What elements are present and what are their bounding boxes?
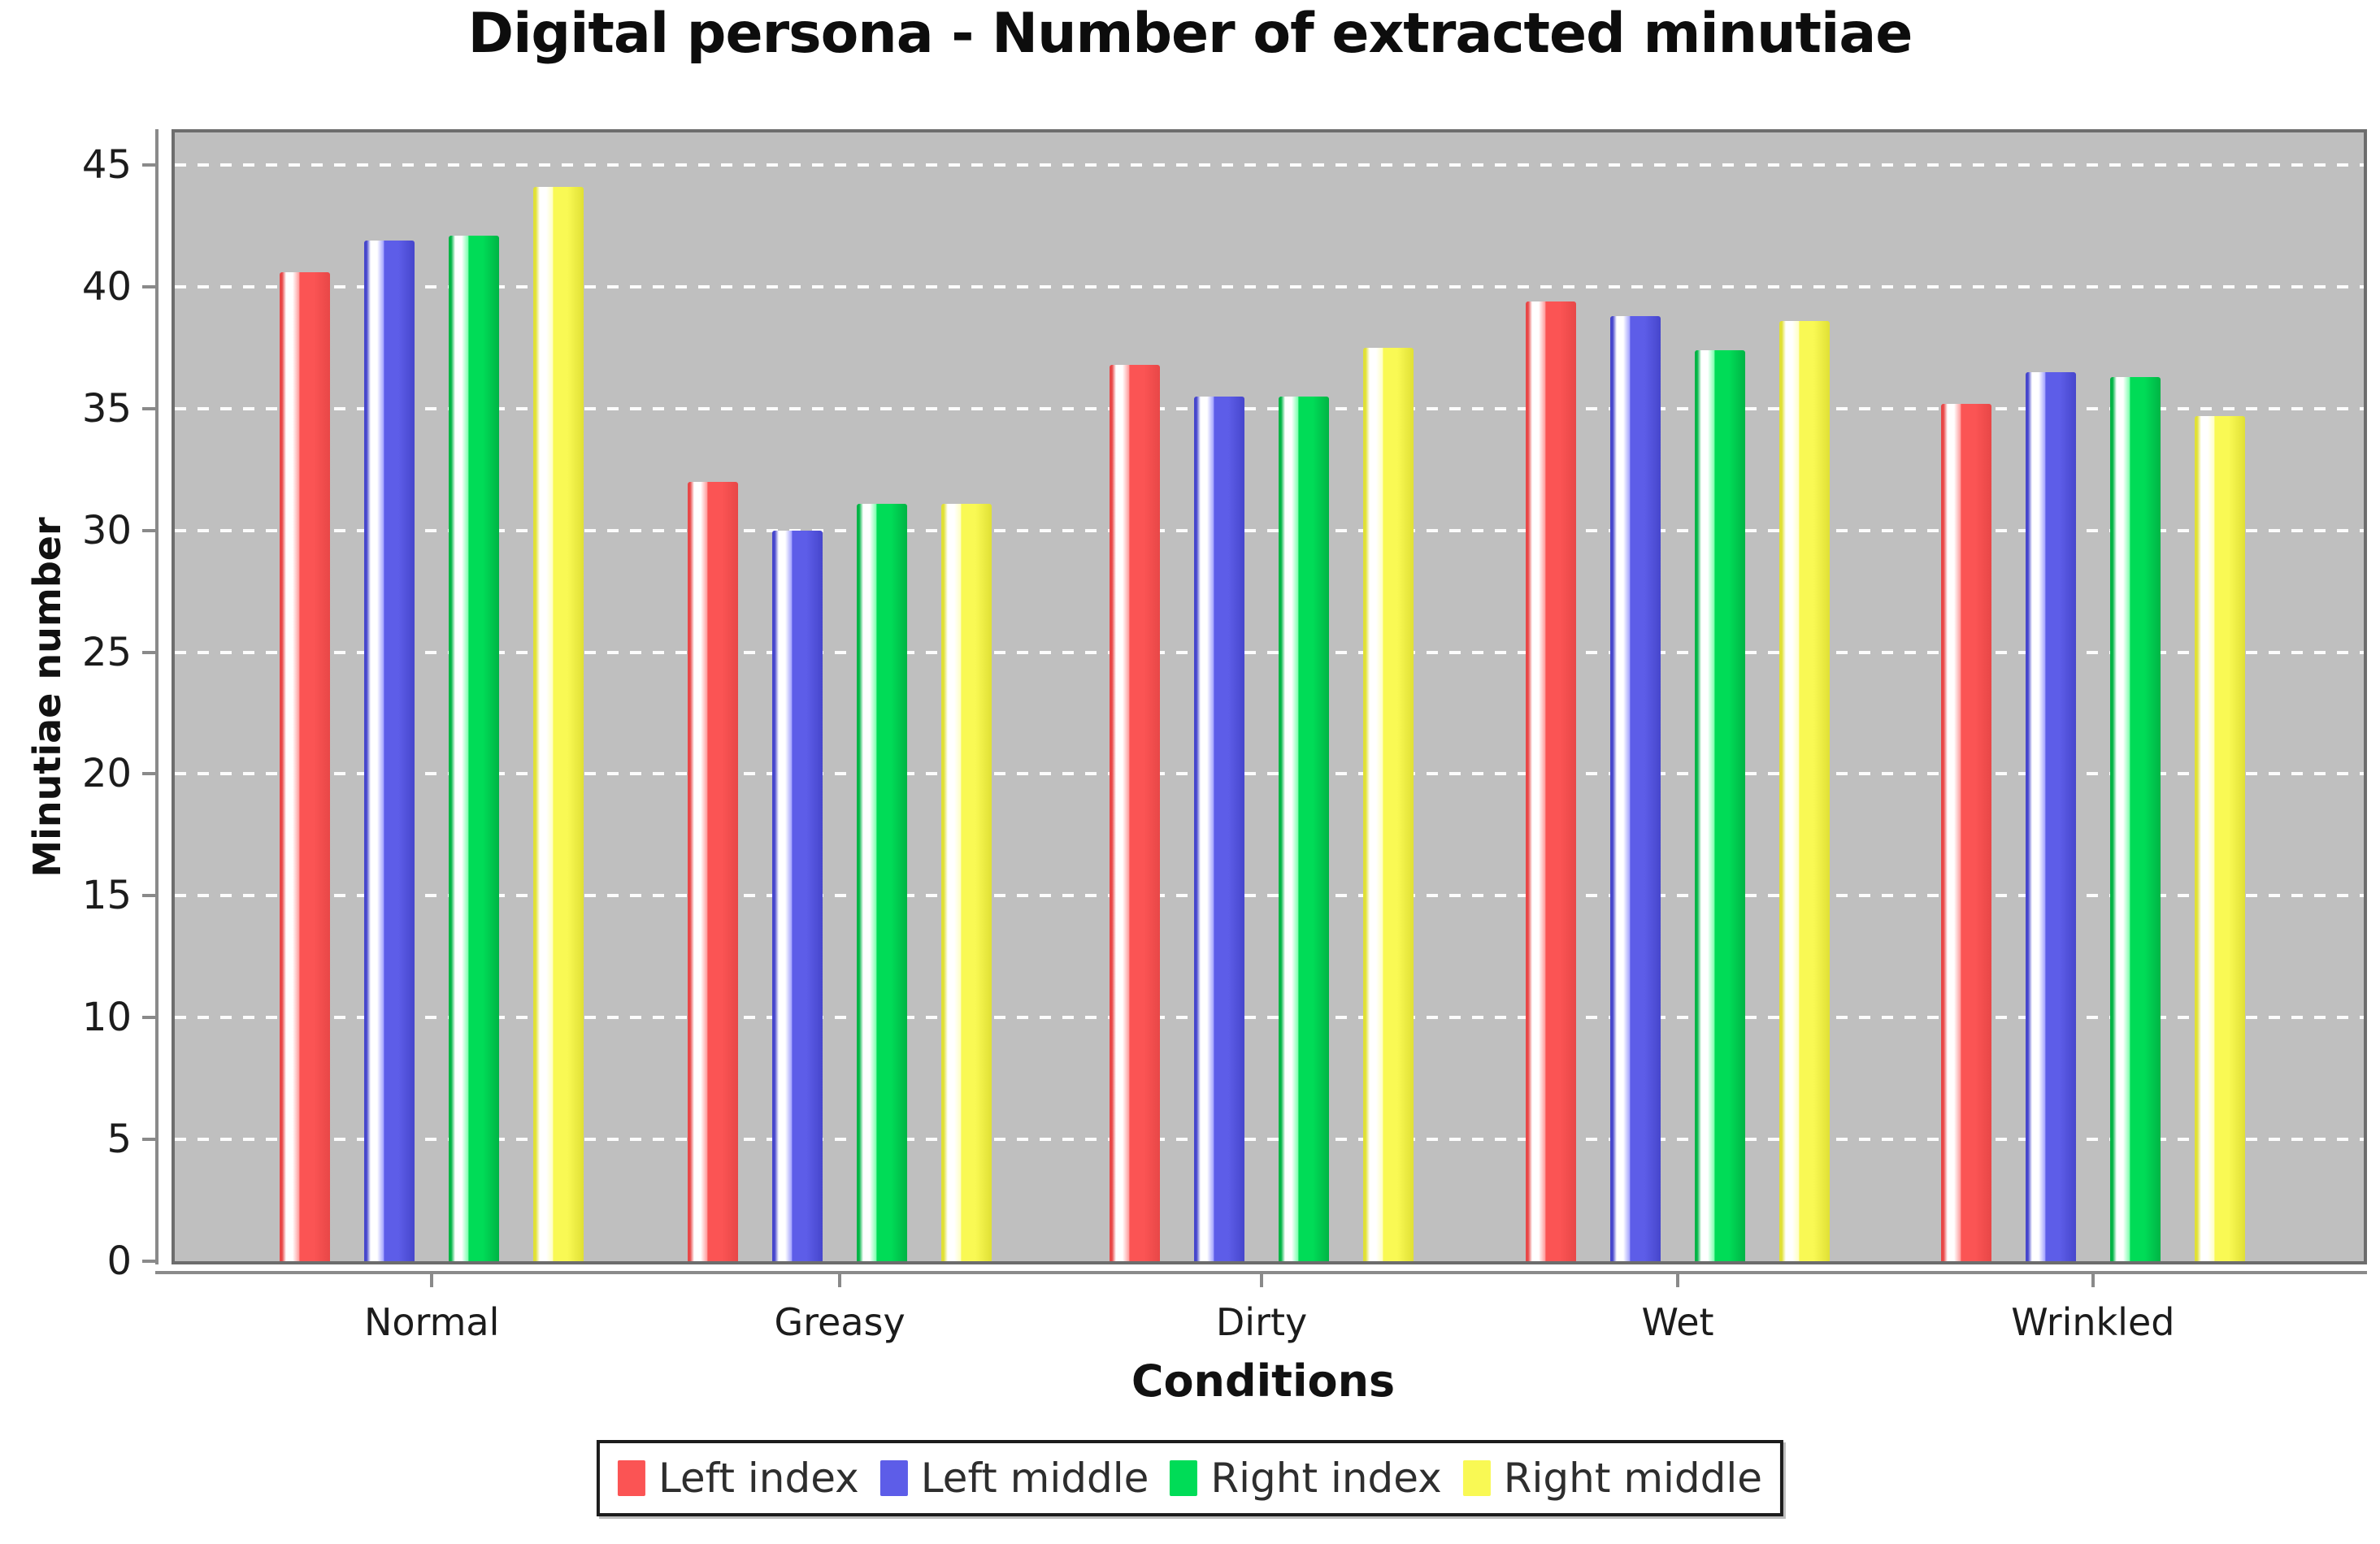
bar-group-dirty <box>1110 348 1414 1261</box>
y-axis-tick <box>142 894 155 898</box>
bar-right-index <box>2109 377 2161 1261</box>
y-axis-tick <box>142 406 155 410</box>
x-axis-tick <box>1260 1274 1264 1287</box>
bar-group-greasy <box>688 482 992 1261</box>
legend-swatch-icon <box>879 1460 908 1496</box>
bar-right-index <box>1279 397 1330 1261</box>
legend-label: Left index <box>658 1455 859 1502</box>
y-axis-tick <box>142 650 155 654</box>
bar-right-middle <box>1363 348 1414 1261</box>
y-axis-tick <box>142 284 155 288</box>
x-tick-label: Normal <box>363 1300 500 1344</box>
legend-swatch-icon <box>1462 1460 1491 1496</box>
gridline-y35 <box>175 406 2364 410</box>
bar-left-middle <box>364 241 415 1261</box>
gridline-y20 <box>175 772 2364 776</box>
gridline-y10 <box>175 1016 2364 1020</box>
x-axis-tick <box>2091 1274 2095 1287</box>
y-tick-label: 15 <box>81 873 132 919</box>
y-axis-line <box>155 129 159 1264</box>
chart-title: Digital persona - Number of extracted mi… <box>467 2 1913 66</box>
legend-label: Right index <box>1210 1455 1442 1502</box>
x-tick-label: Greasy <box>774 1300 906 1344</box>
bar-right-middle <box>533 187 584 1261</box>
gridline-y40 <box>175 284 2364 288</box>
bar-left-index <box>1110 365 1161 1261</box>
legend-label: Left middle <box>920 1455 1149 1502</box>
legend-item-left-index: Left index <box>617 1455 859 1502</box>
x-axis-tick <box>838 1274 842 1287</box>
y-axis-tick <box>142 1260 155 1263</box>
bar-right-middle <box>941 504 992 1261</box>
y-tick-label: 25 <box>81 629 132 675</box>
y-tick-label: 10 <box>81 995 132 1041</box>
bar-left-middle <box>1610 316 1661 1261</box>
bar-group-wet <box>1526 301 1830 1261</box>
bar-left-middle <box>2025 372 2076 1261</box>
legend-swatch-icon <box>1170 1460 1198 1496</box>
y-tick-label: 45 <box>81 141 132 188</box>
x-axis-line <box>155 1271 2367 1274</box>
legend-item-right-index: Right index <box>1170 1455 1442 1502</box>
bar-left-index <box>1940 404 1991 1261</box>
bar-left-index <box>280 272 331 1261</box>
legend-label: Right middle <box>1503 1455 1763 1502</box>
bar-group-normal <box>280 187 584 1261</box>
bar-right-middle <box>2194 416 2245 1261</box>
bar-right-index <box>1695 350 1745 1261</box>
x-tick-label: Wrinkled <box>2011 1300 2175 1344</box>
legend-item-right-middle: Right middle <box>1462 1455 1763 1502</box>
chart-legend: Left index Left middle Right index Right mi… <box>596 1440 1784 1516</box>
y-axis-tick <box>142 1016 155 1020</box>
y-tick-label: 30 <box>81 507 132 553</box>
plot-area <box>175 132 2364 1261</box>
gridline-y15 <box>175 894 2364 898</box>
y-axis-tick <box>142 1138 155 1142</box>
x-tick-label: Dirty <box>1215 1300 1308 1344</box>
bar-right-index <box>449 236 500 1261</box>
y-tick-label: 0 <box>106 1238 132 1284</box>
bar-right-index <box>857 504 908 1261</box>
y-axis-tick <box>142 772 155 776</box>
gridline-y30 <box>175 528 2364 532</box>
x-tick-label: Wet <box>1641 1300 1714 1344</box>
bar-right-middle <box>1779 321 1830 1261</box>
gridline-y5 <box>175 1138 2364 1142</box>
y-axis-tick <box>142 163 155 167</box>
legend-swatch-icon <box>617 1460 645 1496</box>
bar-left-index <box>688 482 739 1261</box>
bar-left-middle <box>772 531 823 1261</box>
y-axis-tick <box>142 528 155 532</box>
bar-left-index <box>1526 301 1576 1261</box>
x-axis-title: Conditions <box>1131 1355 1396 1407</box>
bar-left-middle <box>1194 397 1245 1261</box>
x-axis-tick <box>430 1274 434 1287</box>
y-tick-label: 20 <box>81 751 132 797</box>
y-tick-label: 5 <box>106 1117 132 1163</box>
gridline-y45 <box>175 163 2364 167</box>
gridline-y25 <box>175 650 2364 654</box>
y-tick-label: 40 <box>81 263 132 310</box>
legend-item-left-middle: Left middle <box>879 1455 1149 1502</box>
y-tick-label: 35 <box>81 385 132 432</box>
bar-group-wrinkled <box>1940 372 2245 1261</box>
x-axis-tick <box>1676 1274 1679 1287</box>
